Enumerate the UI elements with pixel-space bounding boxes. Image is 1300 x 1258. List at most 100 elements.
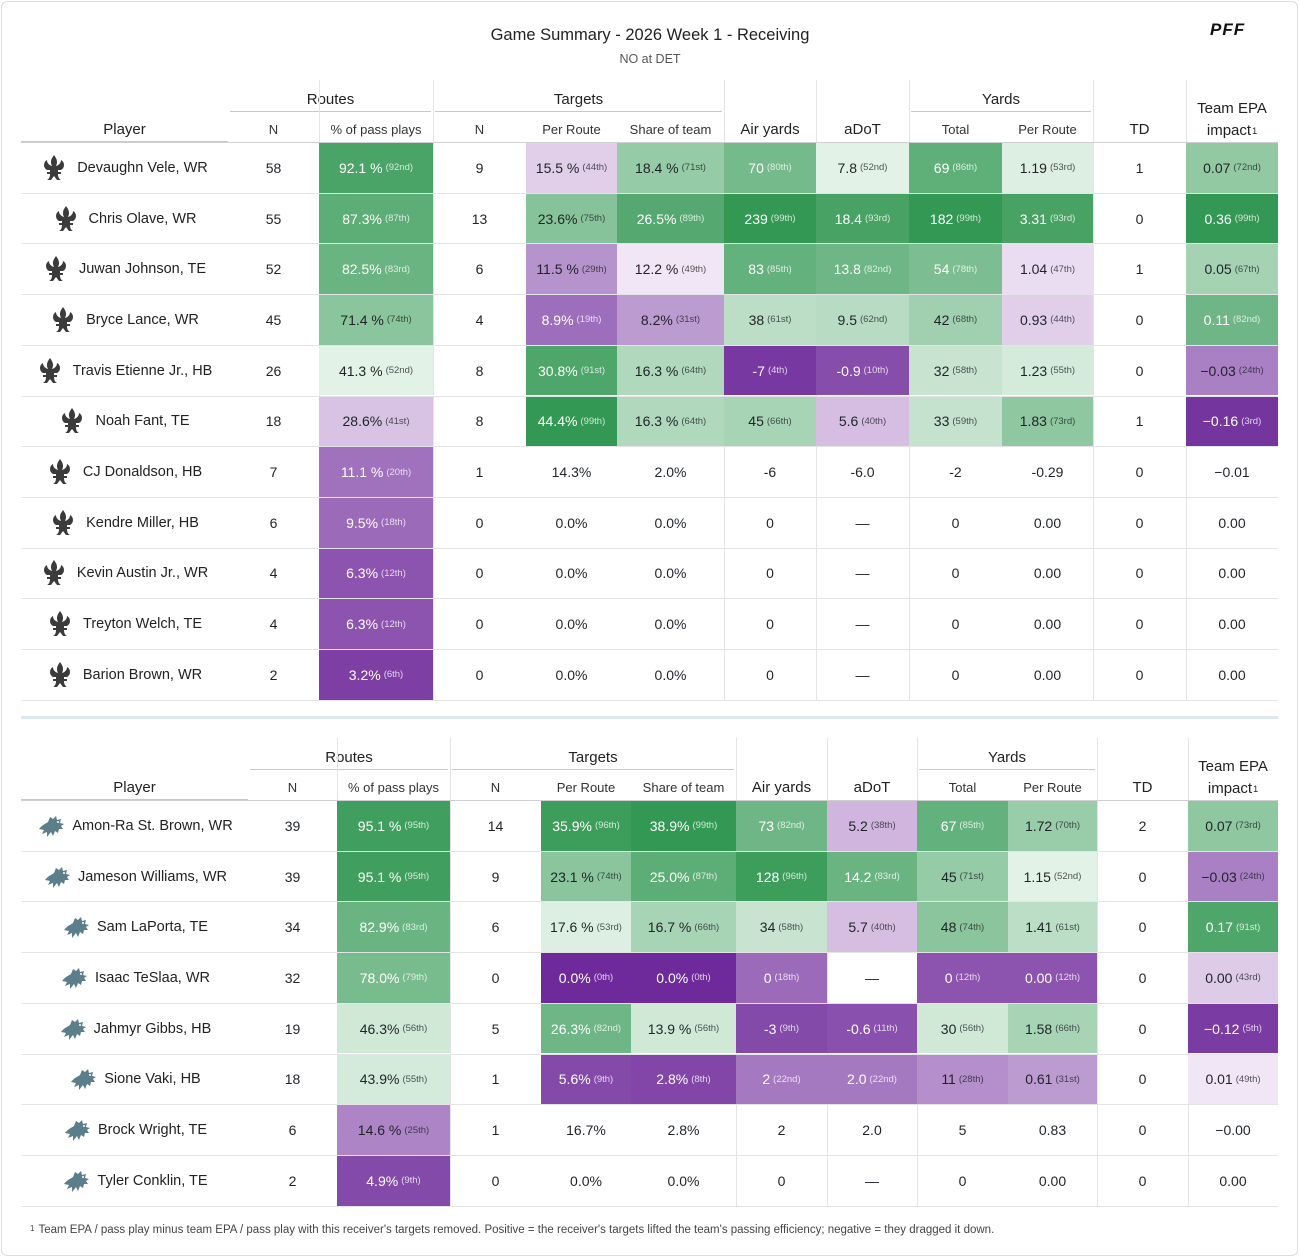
- per-route-cell: 0.0%: [526, 650, 617, 700]
- player-name: Tyler Conklin, TE: [97, 1172, 208, 1189]
- adot-cell: —: [827, 953, 917, 1003]
- adot-cell: 5.6 (40th): [816, 396, 909, 447]
- cell-value: 6: [288, 1122, 297, 1139]
- adot-cell: 2.0 (22nd): [827, 1054, 917, 1105]
- saints-fleur-de-lis-icon: [47, 458, 73, 486]
- percentile-rank: (61st): [767, 314, 792, 326]
- routes-n-cell: 32: [248, 953, 337, 1003]
- share-of-team-cell: 16.3 % (64th): [617, 345, 724, 396]
- player-cell[interactable]: Travis Etienne Jr., HB: [21, 346, 228, 396]
- player-cell[interactable]: Kendre Miller, HB: [21, 498, 228, 548]
- percentile-rank: (52nd): [860, 162, 888, 174]
- team-epa-cell: −0.03 (24th): [1186, 345, 1278, 396]
- percentile-rank: (61st): [1055, 921, 1080, 933]
- player-cell[interactable]: Kevin Austin Jr., WR: [21, 549, 228, 599]
- team-separator: [21, 716, 1278, 719]
- percentile-rank: (12th): [381, 567, 406, 579]
- percentile-rank: (68th): [952, 314, 978, 326]
- player-cell[interactable]: Tyler Conklin, TE: [21, 1156, 248, 1206]
- adot-cell: 9.5 (62nd): [816, 295, 909, 345]
- cell-value: 0.0%: [654, 514, 687, 531]
- player-cell[interactable]: Sam LaPorta, TE: [21, 902, 248, 952]
- row-divider: [21, 1205, 1278, 1207]
- routes-pct-cell: 3.2% (6th): [319, 650, 433, 700]
- player-cell[interactable]: Amon-Ra St. Brown, WR: [21, 801, 248, 851]
- cell-value: 0: [1135, 311, 1144, 328]
- cell-value: 71.4 %: [340, 311, 384, 328]
- yards-per-route-cell: 0.93 (44th): [1002, 295, 1093, 345]
- player-cell[interactable]: CJ Donaldson, HB: [21, 447, 228, 497]
- player-cell[interactable]: Chris Olave, WR: [21, 194, 228, 244]
- adot-cell: —: [816, 498, 909, 548]
- player-name: Devaughn Vele, WR: [77, 159, 208, 176]
- lions-logo-icon: [62, 1116, 90, 1144]
- percentile-rank: (62nd): [860, 314, 888, 326]
- share-of-team-cell: 2.8% (8th): [631, 1054, 736, 1105]
- share-of-team-cell: 38.9% (99th): [631, 801, 736, 851]
- team-epa-cell: 0.00: [1188, 1156, 1278, 1206]
- cell-value: 70: [748, 159, 764, 176]
- routes-pct-cell: 28.6% (41st): [319, 396, 433, 447]
- cell-value: 18: [284, 1071, 301, 1088]
- percentile-rank: (44th): [582, 162, 608, 174]
- cell-value: 0: [475, 666, 484, 683]
- percentile-rank: (83rd): [402, 921, 428, 933]
- player-cell[interactable]: Devaughn Vele, WR: [21, 143, 228, 193]
- cell-value: 0.00: [1218, 565, 1246, 582]
- cell-value: 8: [475, 362, 484, 379]
- percentile-rank: (24th): [1238, 365, 1264, 377]
- cell-value: -0.9: [836, 362, 861, 379]
- targets-n-cell: 8: [433, 397, 526, 447]
- lions-logo-icon: [58, 1015, 86, 1043]
- player-cell[interactable]: Sione Vaki, HB: [21, 1055, 248, 1105]
- routes-pct-cell: 46.3% (56th): [337, 1003, 450, 1054]
- routes-n-cell: 52: [228, 244, 319, 294]
- adot-cell: —: [816, 650, 909, 700]
- cell-value: 82.5%: [341, 261, 382, 278]
- cell-value: 9.5: [837, 311, 857, 328]
- adot-cell: -0.6 (11th): [827, 1003, 917, 1054]
- player-cell[interactable]: Isaac TeSlaa, WR: [21, 953, 248, 1003]
- player-cell[interactable]: Treyton Welch, TE: [21, 599, 228, 649]
- per-route-cell: 23.1 % (74th): [541, 851, 631, 902]
- player-cell[interactable]: Bryce Lance, WR: [21, 295, 228, 345]
- percentile-rank: (53rd): [1049, 162, 1076, 174]
- cell-value: 45: [265, 311, 282, 328]
- saints-fleur-de-lis-icon: [37, 357, 63, 385]
- yards-per-route-cell: 1.15 (52nd): [1008, 851, 1097, 902]
- percentile-rank: (70th): [1055, 820, 1081, 832]
- player-cell[interactable]: Jameson Williams, WR: [21, 852, 248, 902]
- cell-value: 73: [758, 817, 775, 834]
- percentile-rank: (10th): [863, 365, 889, 377]
- percentile-rank: (92nd): [385, 162, 414, 174]
- player-cell[interactable]: Brock Wright, TE: [21, 1105, 248, 1155]
- cell-value: 87.3%: [342, 210, 382, 227]
- routes-group-header: Routes: [250, 749, 448, 770]
- per-route-cell: 0.0%: [526, 498, 617, 548]
- per-route-cell: 30.8% (91st): [526, 345, 617, 396]
- percentile-rank: (56th): [694, 1023, 720, 1035]
- player-cell[interactable]: Jahmyr Gibbs, HB: [21, 1004, 248, 1054]
- cell-value: 0: [491, 969, 500, 986]
- player-cell[interactable]: Juwan Johnson, TE: [21, 244, 228, 294]
- percentile-rank: (73rd): [1235, 820, 1261, 832]
- percentile-rank: (56th): [959, 1023, 985, 1035]
- cell-value: 0.0%: [555, 666, 588, 683]
- routes-pct-cell: 43.9% (55th): [337, 1054, 450, 1105]
- cell-value: 82.9%: [359, 919, 400, 936]
- yards-total-cell: 69 (86th): [909, 143, 1002, 193]
- percentile-rank: (96th): [782, 871, 808, 883]
- percentile-rank: (82nd): [777, 820, 805, 832]
- column-divider: [827, 738, 828, 1207]
- cell-value: 0.0%: [667, 1172, 700, 1189]
- player-cell[interactable]: Barion Brown, WR: [21, 650, 228, 700]
- player-cell[interactable]: Noah Fant, TE: [21, 397, 228, 447]
- td-cell: 2: [1097, 801, 1188, 851]
- percentile-rank: (12th): [1055, 972, 1081, 984]
- header-bottom-rule: [21, 800, 1278, 801]
- cell-value: 0.0%: [654, 565, 687, 582]
- yards-per-route-cell: 0.00: [1002, 549, 1093, 599]
- percentile-rank: (64th): [681, 365, 707, 377]
- cell-value: 26.5%: [636, 210, 677, 227]
- cell-value: 16.3 %: [634, 362, 679, 379]
